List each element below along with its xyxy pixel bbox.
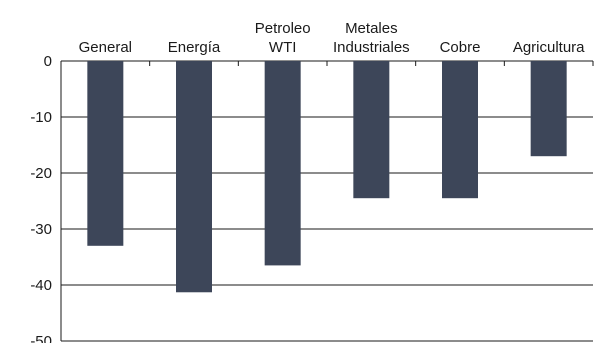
y-tick-labels: 0 -10 -20 -30 -40 -50 — [30, 53, 52, 343]
y-tick-label: -10 — [30, 109, 52, 126]
category-labels: General Energía Petroleo WTI Metales Industri… — [79, 20, 586, 56]
bar-3 — [353, 61, 390, 199]
category-label: Cobre — [440, 39, 481, 56]
category-label: Agricultura — [513, 39, 585, 56]
category-label: Metales — [345, 20, 398, 37]
category-label: WTI — [269, 39, 297, 56]
category-label: General — [79, 39, 132, 56]
y-tick-label: -50 — [30, 333, 52, 343]
category-label: Industriales — [333, 39, 410, 56]
y-tick-label: 0 — [44, 53, 52, 70]
category-label: Petroleo — [255, 20, 311, 37]
bars — [87, 61, 567, 293]
category-label: Energía — [168, 39, 221, 56]
bar-1 — [176, 61, 212, 293]
y-tick-label: -30 — [30, 221, 52, 238]
bar-4 — [442, 61, 478, 199]
y-tick-label: -20 — [30, 165, 52, 182]
bar-0 — [87, 61, 124, 246]
axes — [60, 61, 594, 341]
bar-5 — [530, 61, 567, 157]
y-tick-label: -40 — [30, 277, 52, 294]
bar-2 — [264, 61, 301, 266]
gridlines — [61, 60, 593, 342]
